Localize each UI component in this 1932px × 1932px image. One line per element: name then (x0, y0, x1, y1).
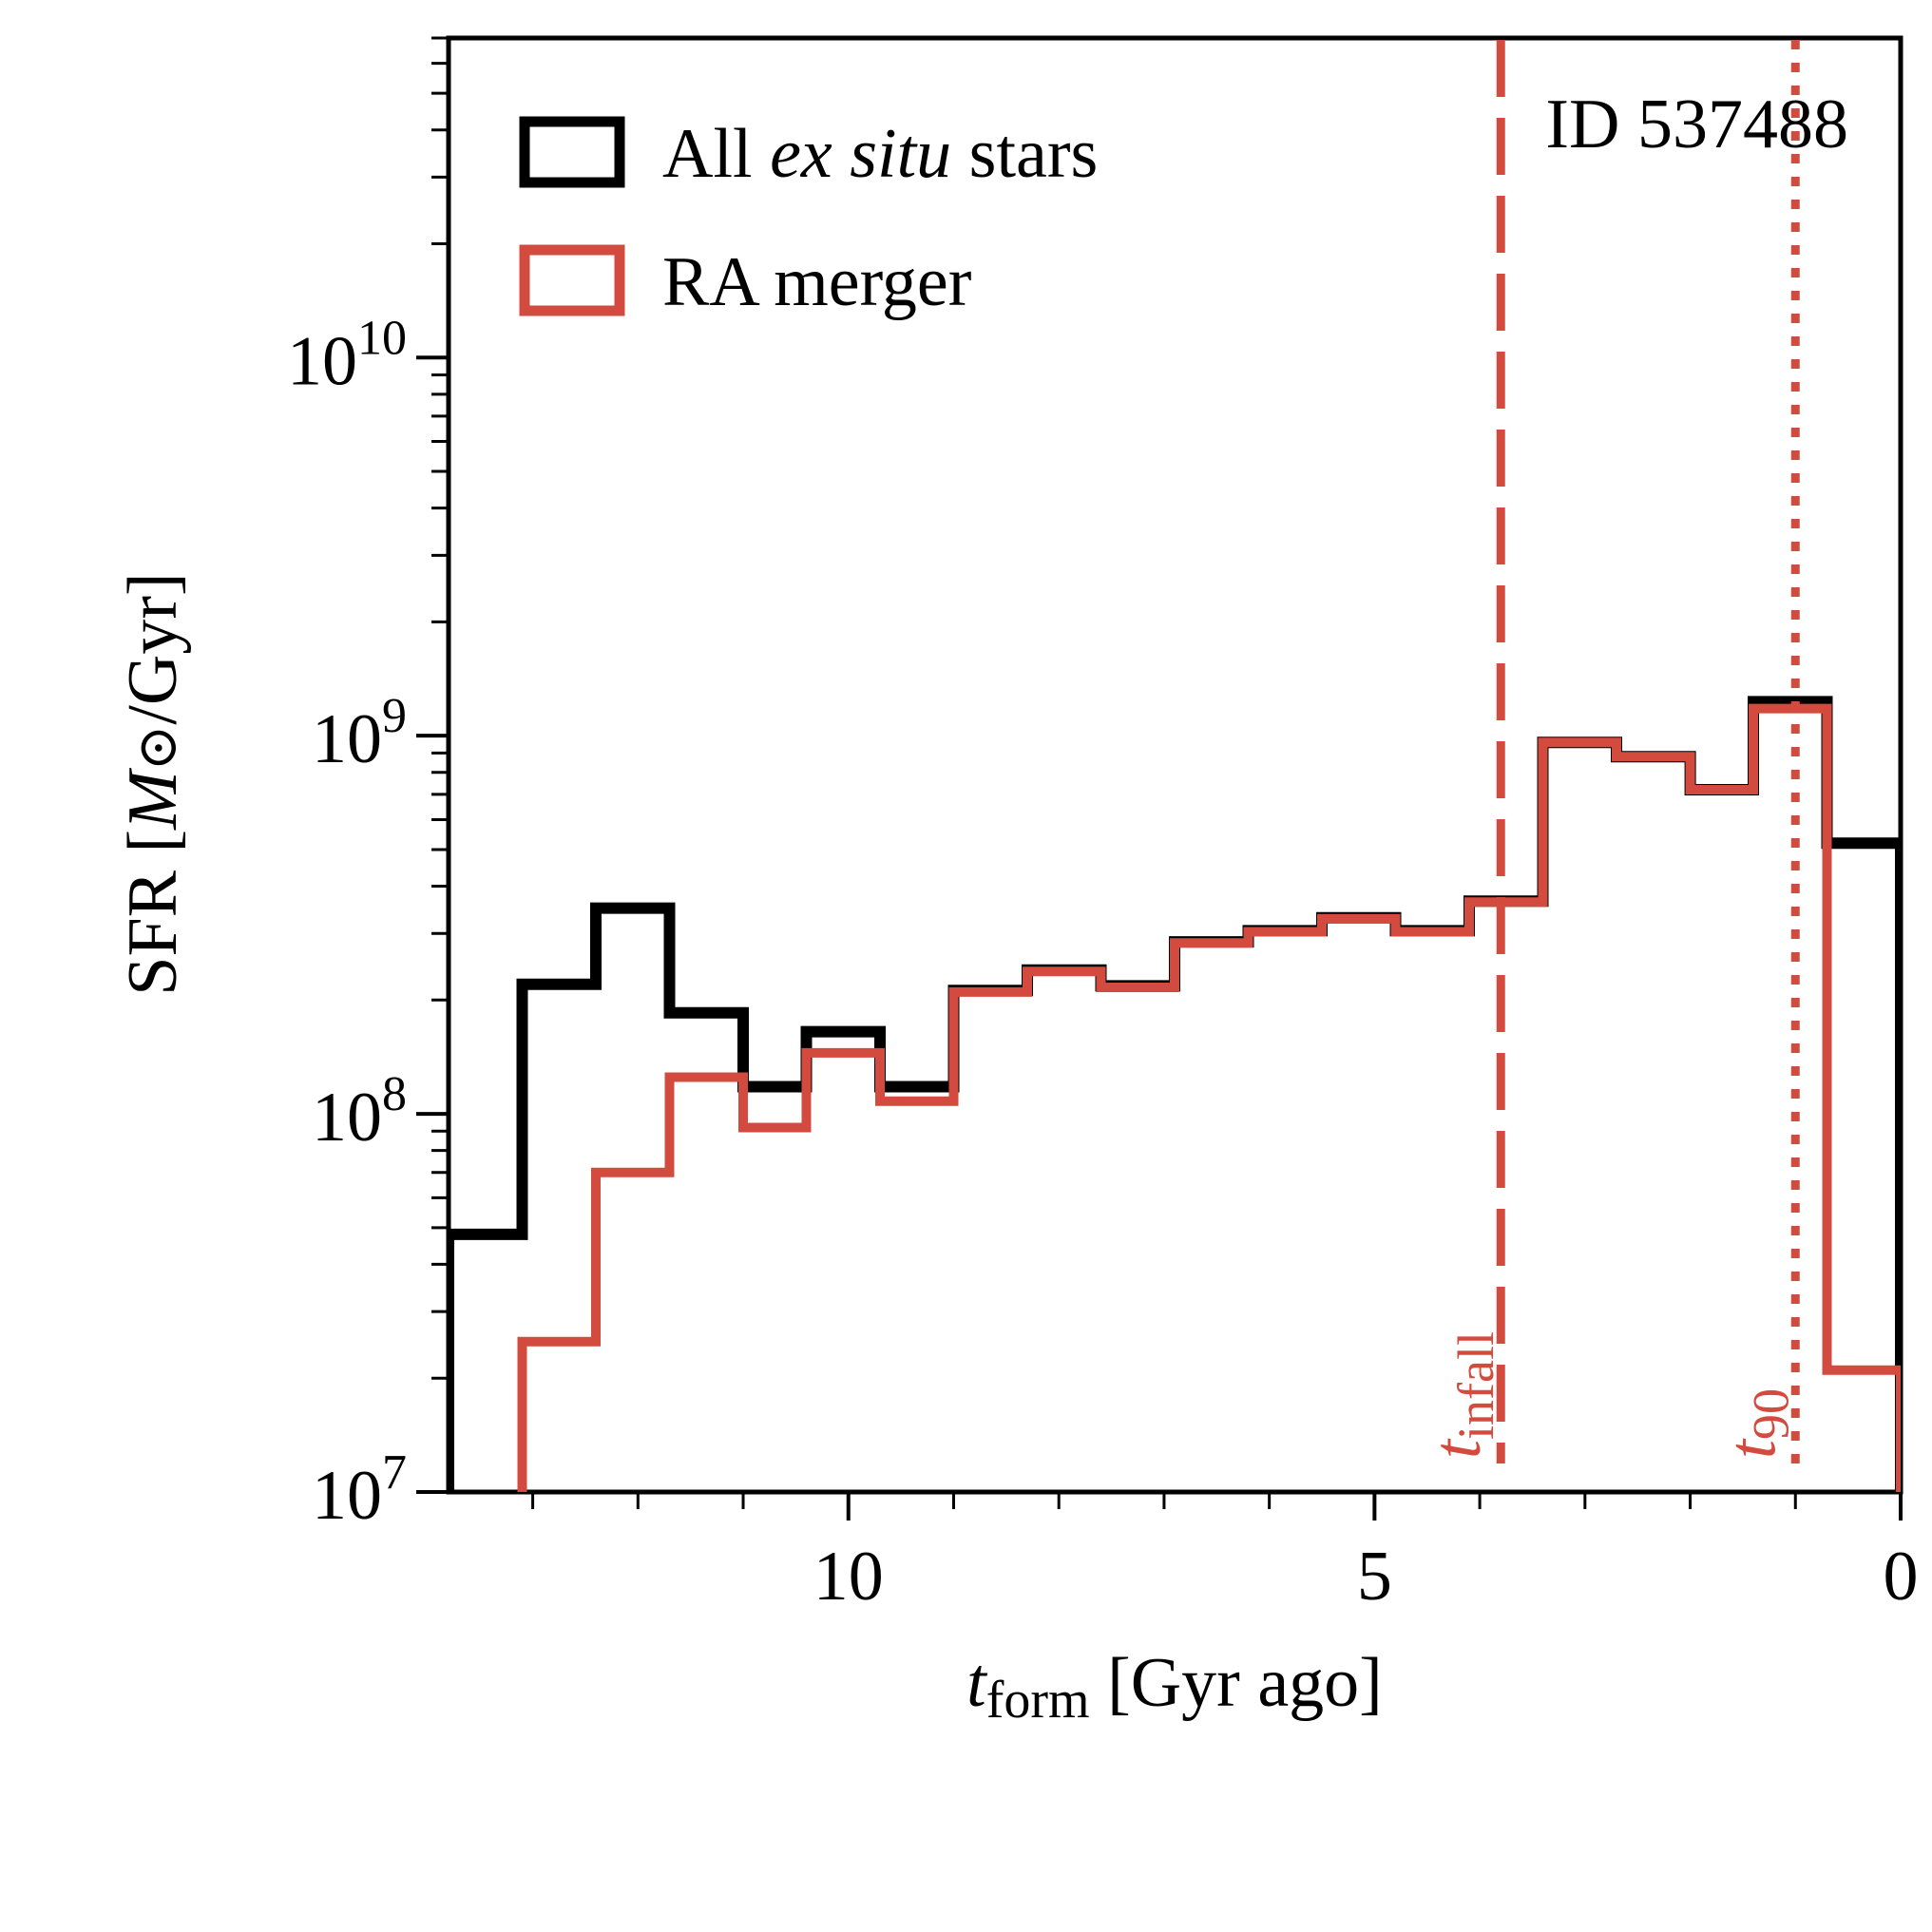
y-tick-label: 107 (312, 1445, 407, 1535)
vline-label-infall: tinfall (1419, 1331, 1504, 1459)
legend-label: All ex situ stars (662, 115, 1098, 193)
x-tick-label: 5 (1357, 1538, 1392, 1616)
x-tick-label: 10 (813, 1538, 884, 1616)
legend-swatch (519, 116, 625, 188)
x-axis-label: tform [Gyr ago] (966, 1644, 1383, 1730)
legend-label: RA merger (662, 243, 971, 321)
y-tick-label: 109 (312, 689, 407, 778)
y-tick-label: 1010 (287, 311, 407, 400)
vline-layer (1496, 40, 1800, 1463)
y-tick-label: 108 (312, 1067, 407, 1157)
axes-frame (446, 35, 1903, 1495)
chart-annotation-id: ID 537488 (1545, 86, 1848, 163)
series-line-ra-merger (517, 703, 1901, 1492)
tick-layer: 10 5 0 107 108 109 1010 (287, 36, 1919, 1616)
series-layer (449, 696, 1901, 1492)
label-layer: tinfall t90 tform [Gyr ago] SFR [M⊙/Gyr] ID … (114, 86, 1848, 1730)
y-axis-label: SFR [M⊙/Gyr] (114, 572, 192, 995)
legend: All ex situ stars RA merger (519, 115, 1098, 321)
legend-swatch (519, 244, 625, 316)
axes-frame-layer (446, 35, 1903, 1495)
x-tick-label: 0 (1884, 1538, 1919, 1616)
vline-label-90: t90 (1713, 1388, 1799, 1459)
